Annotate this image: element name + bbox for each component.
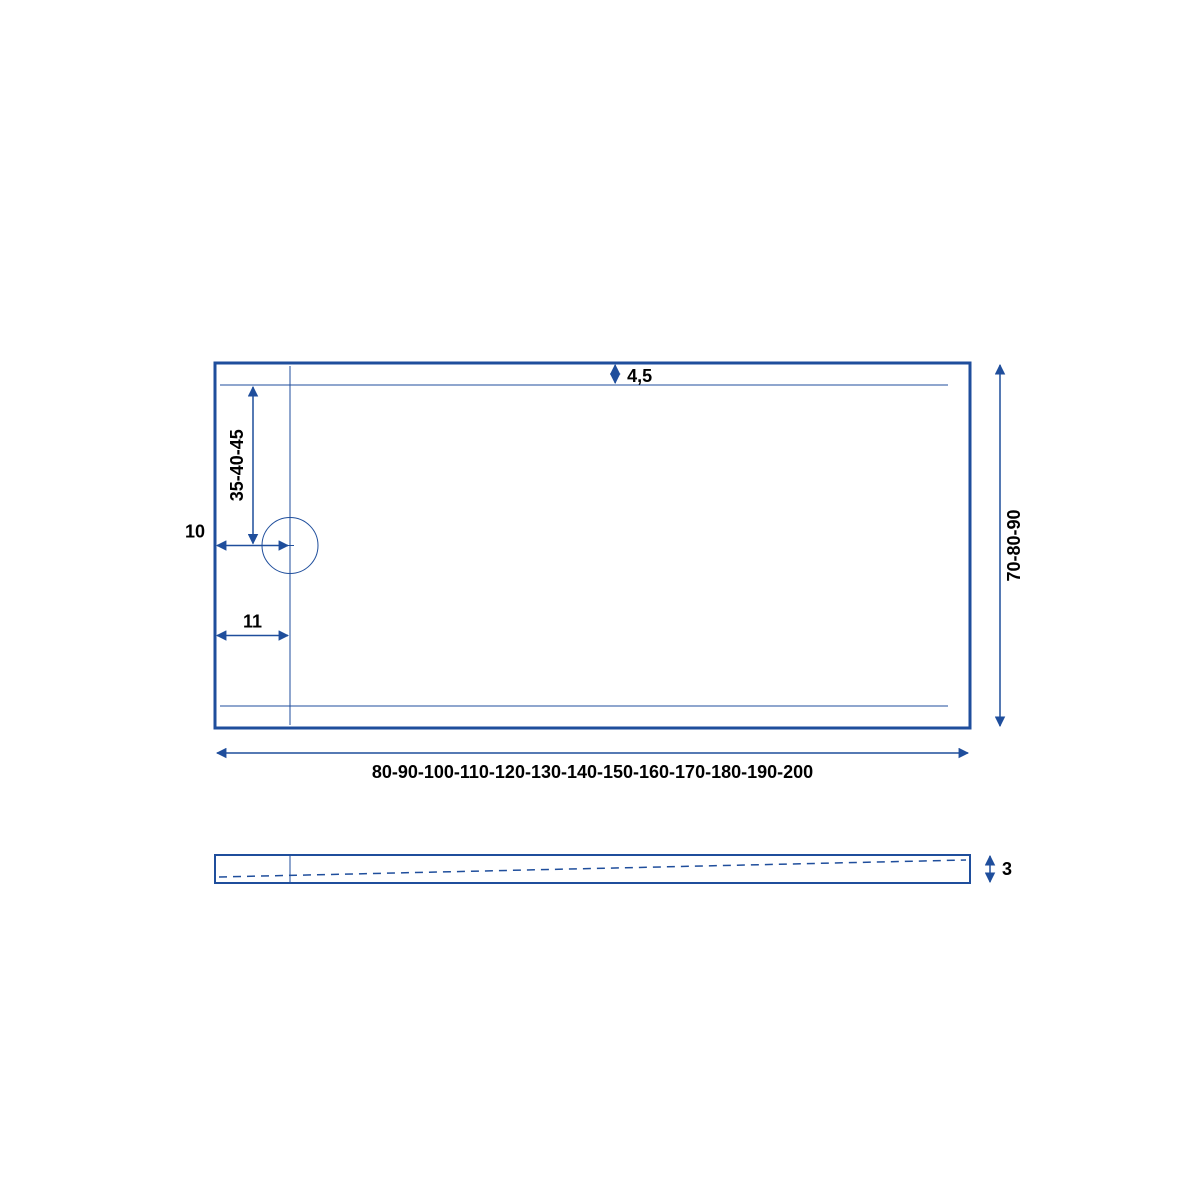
side-view-outline (215, 855, 970, 883)
label-strip-width: 11 (243, 612, 262, 632)
label-top-margin: 4,5 (627, 366, 652, 386)
label-drain-vert: 35-40-45 (227, 429, 247, 501)
label-drain-offset: 10 (185, 522, 205, 542)
top-view-outline (215, 363, 970, 728)
label-height: 70-80-90 (1004, 509, 1024, 581)
label-thickness: 3 (1002, 859, 1012, 879)
label-width: 80-90-100-110-120-130-140-150-160-170-18… (372, 762, 813, 782)
side-view-slope (219, 860, 966, 877)
technical-drawing: 4,5 10 11 35-40-45 70-80-90 80-90-100-110-120… (0, 0, 1200, 1200)
